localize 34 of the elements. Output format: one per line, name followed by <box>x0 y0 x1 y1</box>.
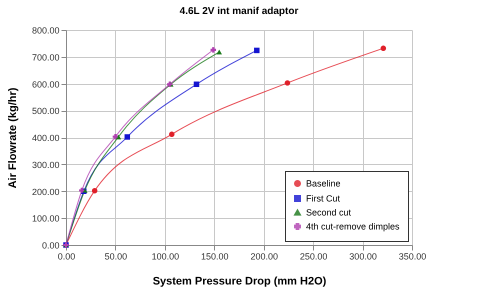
point <box>210 47 216 53</box>
y-axis-title: Air Flowrate (kg/hr) <box>6 87 19 188</box>
point <box>254 48 260 54</box>
y-tick-label: 600.00 <box>32 79 60 90</box>
x-tick-label: 0.00 <box>58 252 76 262</box>
y-tick-label: 100.00 <box>32 214 60 224</box>
point <box>92 188 98 194</box>
x-tick-label: 350.00 <box>398 252 426 262</box>
point <box>380 46 386 52</box>
x-tick-label: 150.00 <box>201 252 229 262</box>
legend-label: 4th cut-remove dimples <box>306 222 400 232</box>
point <box>194 82 200 88</box>
point <box>169 132 175 138</box>
legend-label: First Cut <box>306 194 340 204</box>
y-tick-label: 500.00 <box>32 106 60 116</box>
y-tick-label: 200.00 <box>32 186 60 197</box>
point <box>112 134 118 140</box>
x-tick-label: 50.00 <box>104 252 128 262</box>
x-tick-label: 300.00 <box>349 252 377 262</box>
y-tick-label: 300.00 <box>32 160 60 170</box>
legend-label: Second cut <box>306 208 352 218</box>
y-tick-label: 800.00 <box>32 26 60 36</box>
point <box>284 80 290 86</box>
x-axis-title: System Pressure Drop (mm H2O) <box>152 276 327 288</box>
legend-label: Baseline <box>306 178 341 188</box>
y-tick-label: 700.00 <box>32 52 60 62</box>
chart-title: 4.6L 2V int manif adaptor <box>180 6 298 17</box>
y-tick-label: 400.00 <box>32 133 60 143</box>
point <box>124 134 130 140</box>
x-tick-label: 200.00 <box>250 252 278 262</box>
x-tick-label: 250.00 <box>300 252 328 262</box>
y-tick-label: 0.00 <box>42 240 60 250</box>
point <box>216 50 222 54</box>
x-tick-label: 100.00 <box>152 252 180 262</box>
